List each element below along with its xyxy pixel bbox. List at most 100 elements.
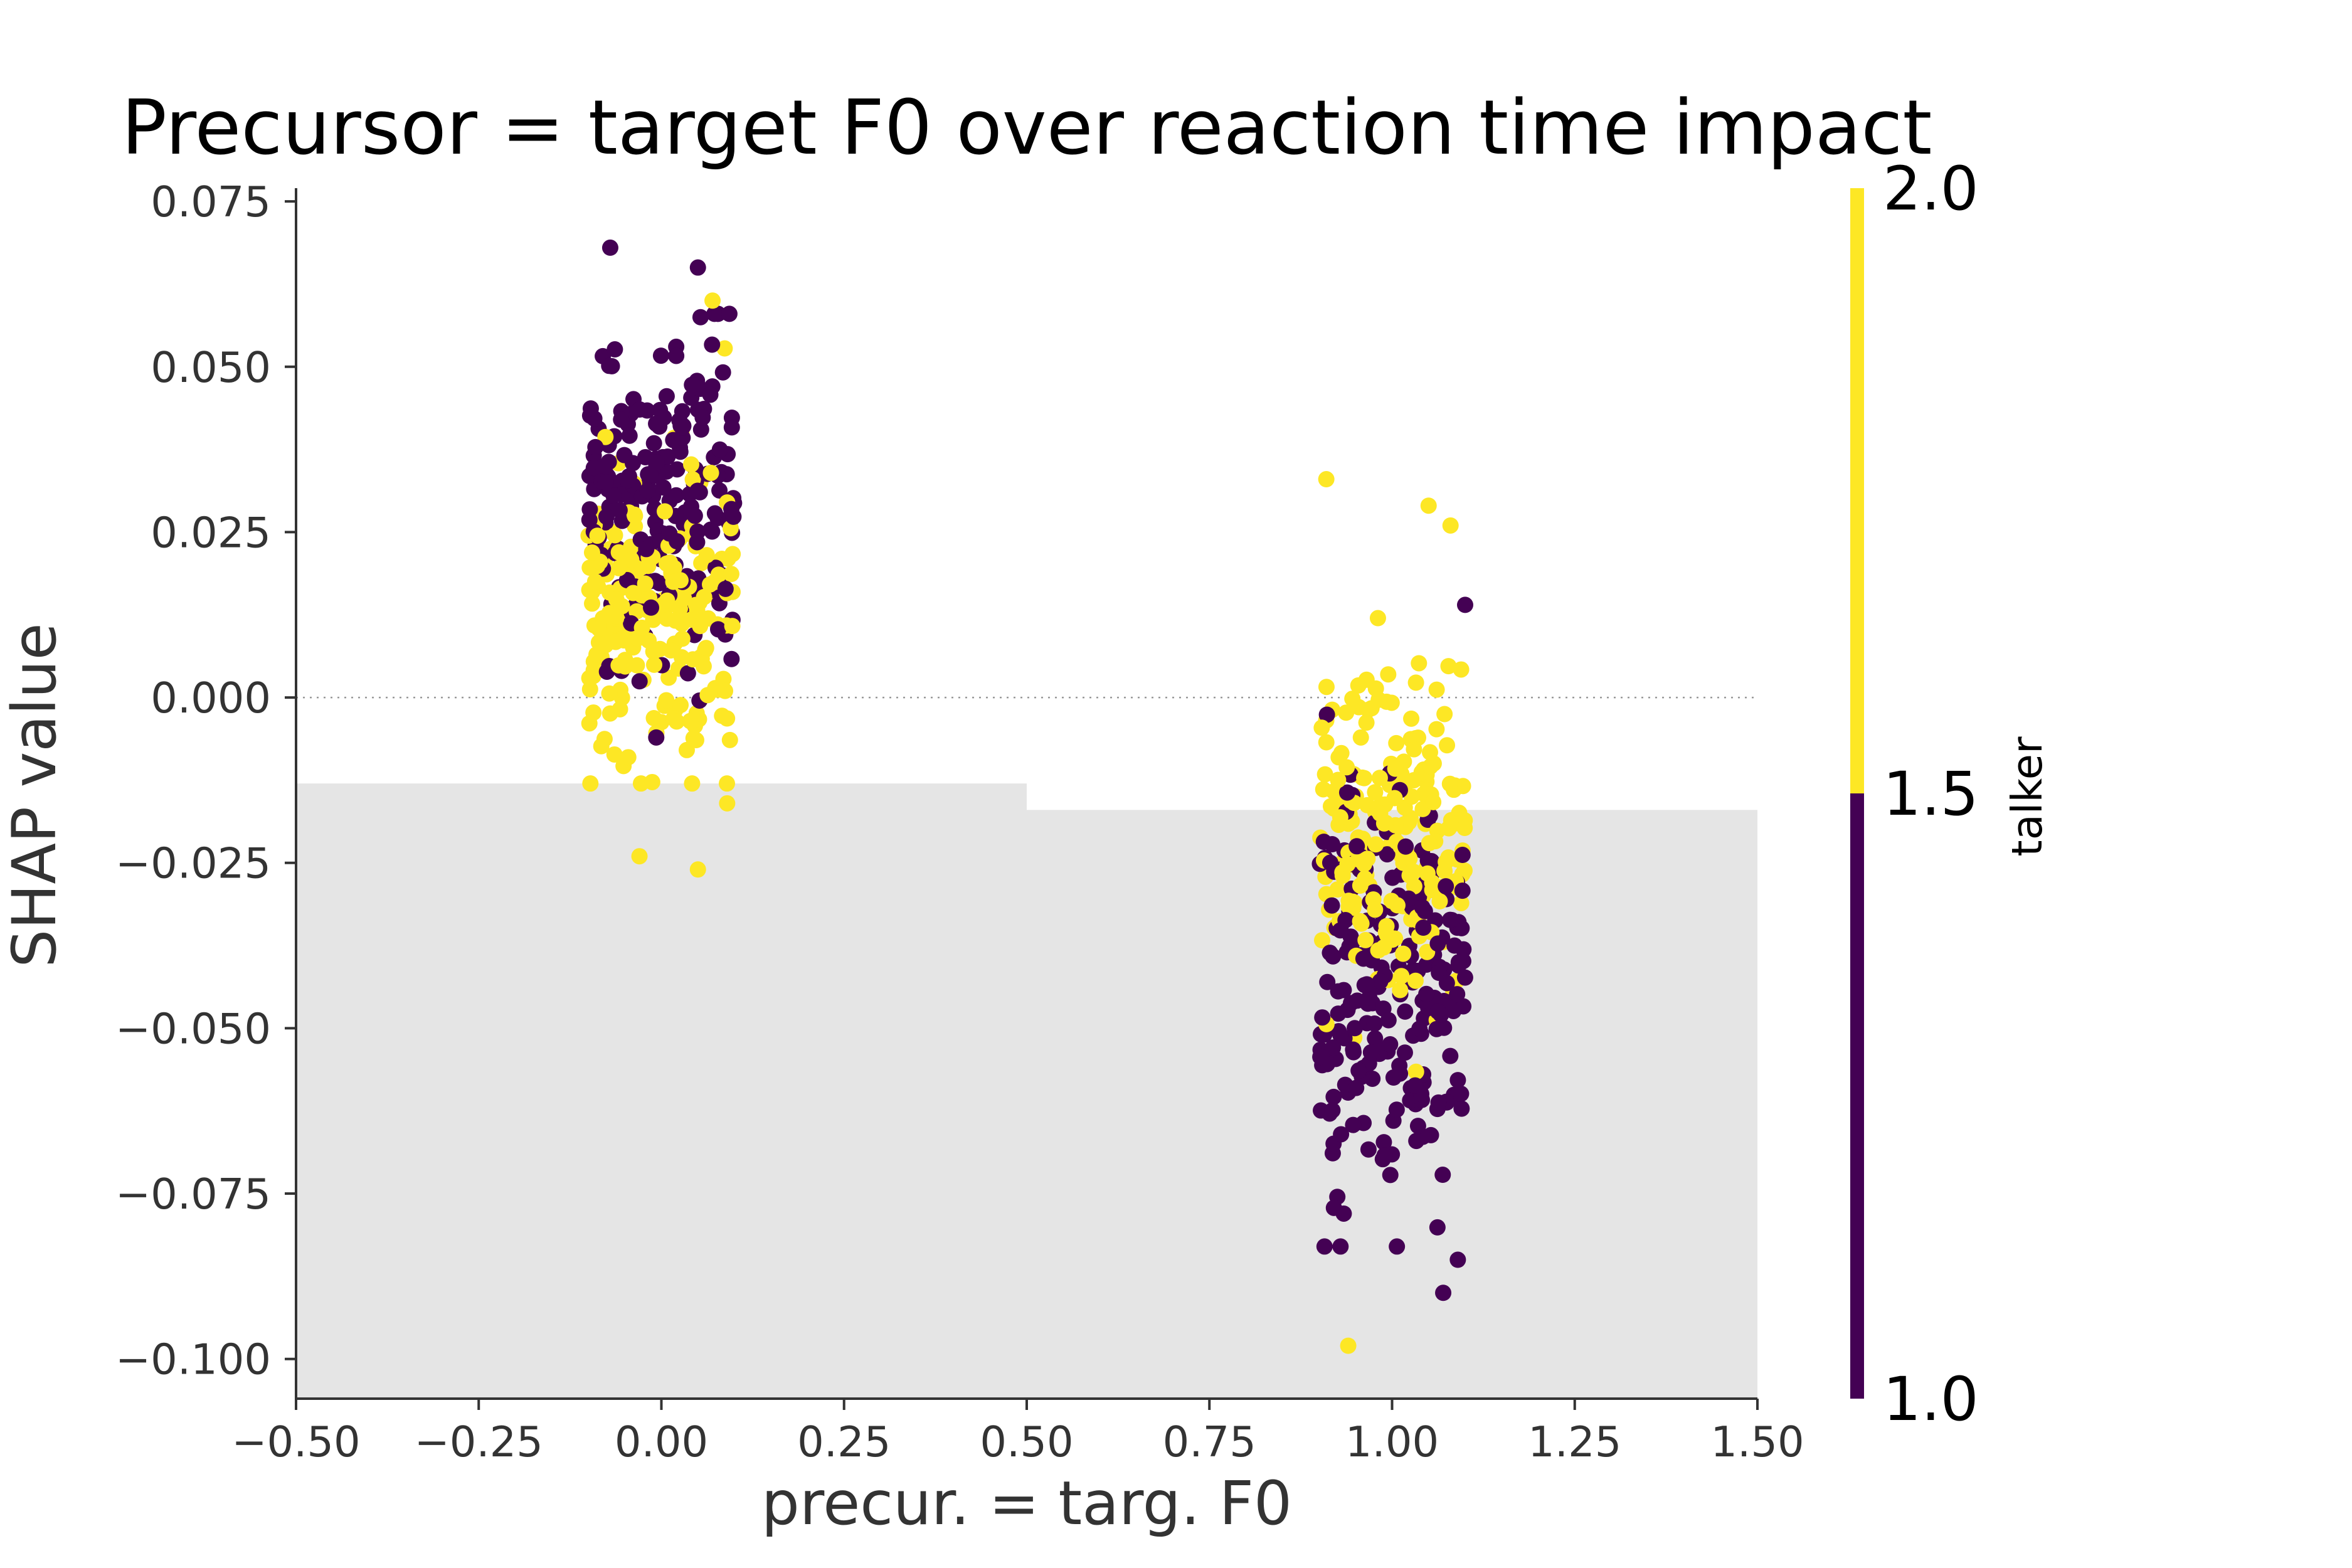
scatter-point <box>1313 719 1330 736</box>
scatter-point <box>711 482 728 499</box>
scatter-point <box>597 474 614 490</box>
scatter-point <box>582 775 599 792</box>
scatter-point <box>678 741 695 758</box>
scatter-point <box>1420 497 1437 514</box>
scatter-point <box>1454 847 1471 864</box>
scatter-point <box>1434 1167 1451 1184</box>
scatter-point <box>1362 1044 1379 1061</box>
scatter-point <box>1450 954 1467 971</box>
scatter-point <box>1345 1044 1362 1061</box>
scatter-point <box>601 705 618 722</box>
scatter-point <box>632 401 649 418</box>
y-tick-label: 0.050 <box>151 343 271 392</box>
scatter-point <box>1407 674 1424 691</box>
scatter-point <box>669 533 686 550</box>
axes: −0.50 −0.25 0.00 0.25 0.50 0.75 1.00 1.25 1.50 0.… <box>115 177 1804 1466</box>
scatter-point <box>639 482 656 499</box>
scatter-point <box>1407 972 1424 989</box>
x-tick-label: 0.75 <box>1163 1417 1256 1466</box>
y-tick-label: −0.025 <box>115 839 271 888</box>
scatter-point <box>1456 820 1473 837</box>
scatter-point <box>1332 1027 1349 1044</box>
scatter-point <box>1387 760 1404 777</box>
scatter-point <box>648 454 665 471</box>
colorbar-tick-label: 1.5 <box>1883 759 1979 829</box>
scatter-point <box>1367 901 1384 918</box>
scatter-point <box>1323 897 1340 914</box>
scatter-point <box>1392 982 1409 999</box>
scatter-point <box>1454 882 1471 899</box>
scatter-point <box>648 729 665 746</box>
colorbar-low-segment <box>1850 793 1864 1399</box>
x-tick-label: 0.25 <box>797 1417 891 1466</box>
x-tick-label: 1.25 <box>1528 1417 1621 1466</box>
scatter-point <box>640 632 657 649</box>
scatter-point <box>1366 1015 1383 1032</box>
scatter-point <box>1380 666 1397 683</box>
scatter-point <box>1315 781 1332 798</box>
scatter-point <box>640 558 657 575</box>
scatter-point <box>1360 1141 1377 1158</box>
scatter-point <box>610 559 627 576</box>
scatter-point <box>1370 691 1387 708</box>
scatter-point <box>1332 1238 1349 1255</box>
scatter-point <box>1409 1118 1426 1135</box>
scatter-point <box>723 650 740 667</box>
scatter-point <box>662 642 679 659</box>
scatter-point <box>584 595 601 612</box>
scatter-point <box>1372 973 1389 990</box>
scatter-point <box>1456 969 1473 986</box>
scatter-point <box>1348 1079 1365 1096</box>
scatter-point <box>1453 661 1470 678</box>
scatter-point <box>627 507 644 524</box>
scatter-point <box>674 420 691 437</box>
y-tick-label: 0.000 <box>151 674 271 723</box>
scatter-point <box>721 731 738 748</box>
scatter-point <box>1325 948 1342 965</box>
scatter-point <box>692 618 709 635</box>
scatter-point <box>1439 737 1456 754</box>
scatter-point <box>659 592 675 609</box>
scatter-points <box>580 239 1473 1354</box>
scatter-point <box>582 400 599 417</box>
scatter-point <box>1332 922 1349 939</box>
scatter-point <box>610 657 627 674</box>
scatter-point <box>1357 870 1374 887</box>
x-tick-label: 1.00 <box>1345 1417 1439 1466</box>
scatter-point <box>706 305 723 322</box>
scatter-point <box>1348 838 1365 855</box>
scatter-point <box>1330 1005 1347 1022</box>
scatter-point <box>684 775 701 792</box>
scatter-point <box>1403 710 1420 727</box>
scatter-point <box>682 712 699 729</box>
scatter-point <box>620 749 637 766</box>
scatter-point <box>706 505 723 522</box>
scatter-point <box>1318 706 1335 723</box>
scatter-point <box>589 527 606 544</box>
scatter-point <box>702 576 719 593</box>
scatter-point <box>1384 869 1401 886</box>
colorbar-label: talker <box>2003 736 2052 857</box>
y-axis-label: SHAP value <box>0 623 70 967</box>
scatter-point <box>689 259 706 276</box>
scatter-point <box>684 376 701 393</box>
scatter-point <box>1318 734 1335 751</box>
scatter-point <box>686 507 703 524</box>
scatter-point <box>1375 939 1392 956</box>
scatter-point <box>601 358 618 374</box>
scatter-point <box>643 599 660 616</box>
scatter-point <box>723 501 740 517</box>
scatter-point <box>1330 771 1347 788</box>
scatter-point <box>1322 854 1338 871</box>
scatter-point <box>702 386 719 403</box>
scatter-point <box>1407 1077 1424 1094</box>
scatter-point <box>581 670 598 687</box>
scatter-point <box>583 544 600 561</box>
scatter-point <box>704 523 721 540</box>
scatter-point <box>633 619 650 636</box>
colorbar-tick-label: 1.0 <box>1883 1364 1979 1434</box>
scatter-point <box>1421 744 1438 761</box>
scatter-point <box>628 657 645 674</box>
scatter-point <box>1332 809 1348 826</box>
